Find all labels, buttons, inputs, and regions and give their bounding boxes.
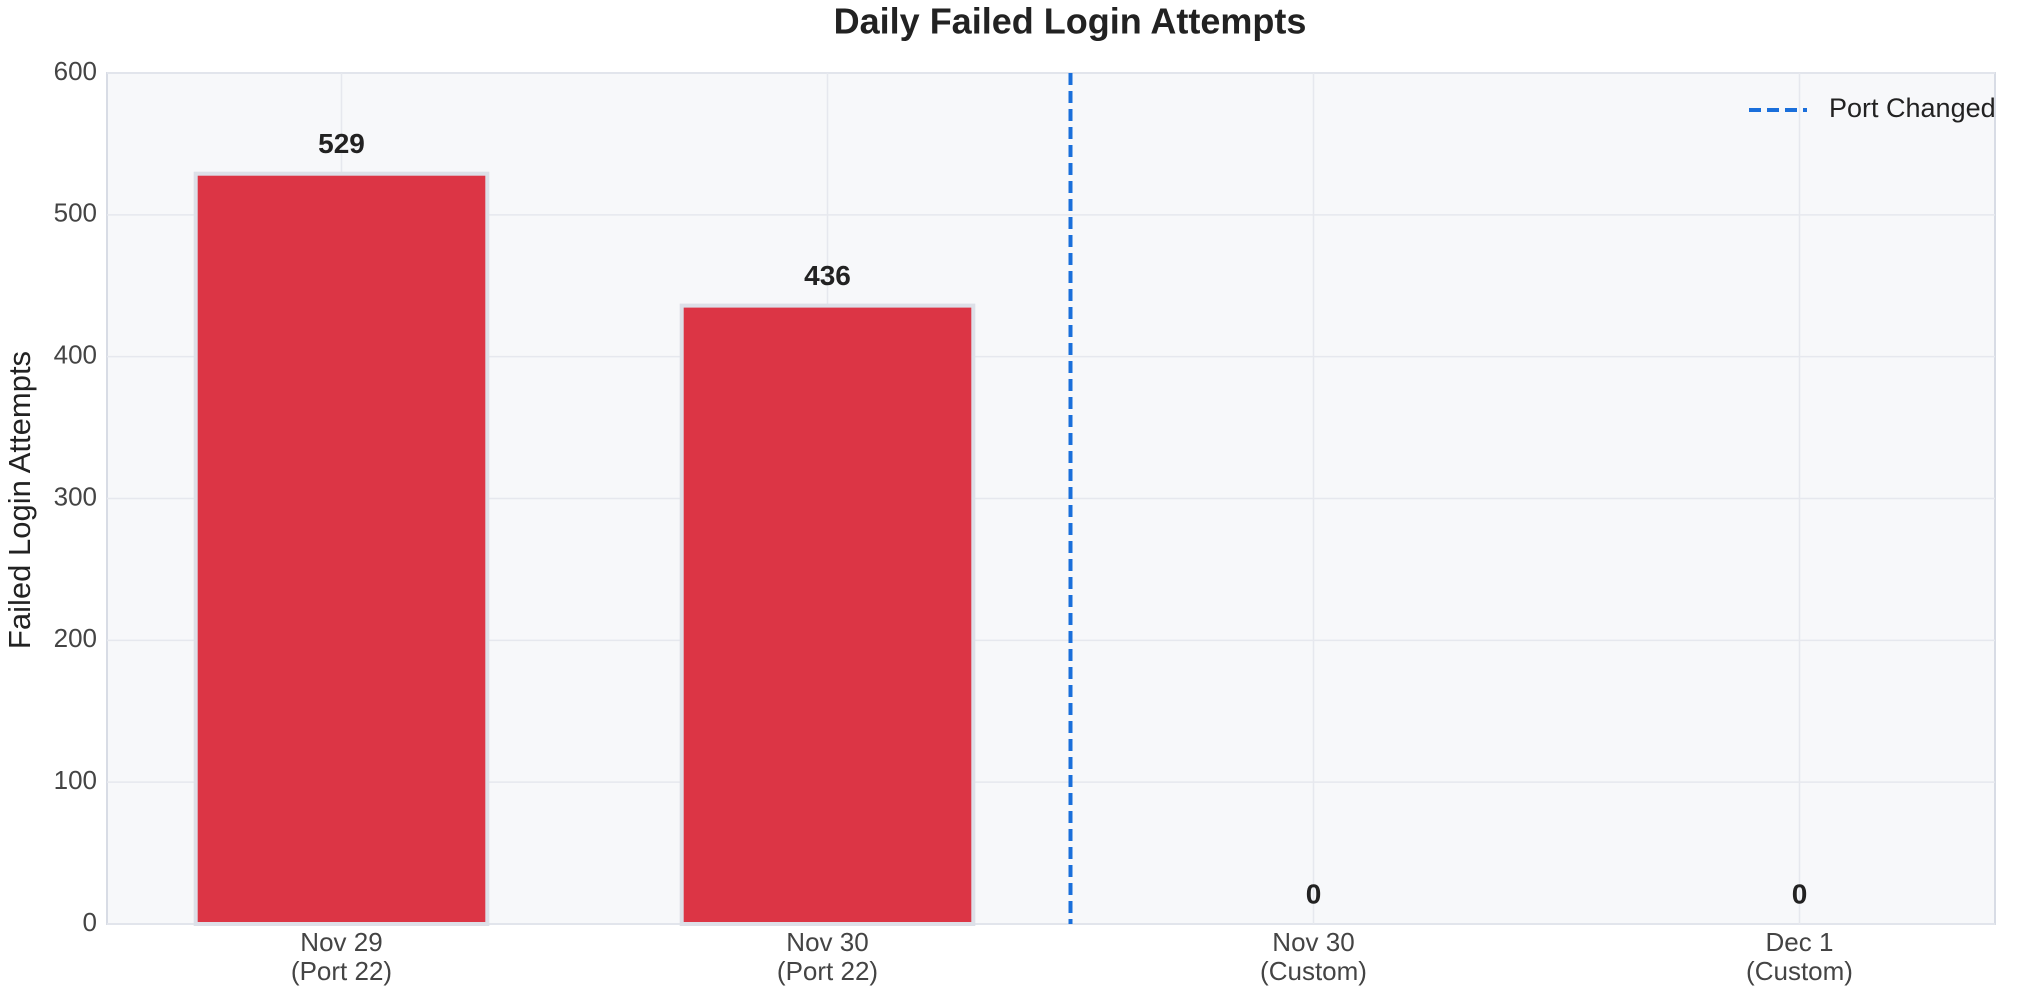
legend-label: Port Changed: [1829, 93, 1996, 123]
x-tick-label: Dec 1 (Custom): [1746, 927, 1853, 986]
y-tick-label: 600: [54, 56, 97, 86]
y-tick-label: 200: [54, 623, 97, 653]
y-tick-label: 0: [83, 907, 97, 937]
chart-title: Daily Failed Login Attempts: [834, 1, 1307, 42]
x-tick-label: Nov 29 (Port 22): [290, 927, 393, 986]
bar: [193, 171, 490, 926]
x-tick-label: Nov 30 (Custom): [1260, 927, 1367, 986]
y-tick-label: 300: [54, 481, 97, 511]
x-tick-label: Nov 30 (Port 22): [776, 927, 879, 986]
data-label: 436: [804, 260, 851, 291]
y-axis-label: Failed Login Attempts: [2, 351, 37, 649]
y-tick-label: 400: [54, 340, 97, 370]
y-tick-label: 100: [54, 765, 97, 795]
y-tick-label: 500: [54, 198, 97, 228]
data-label: 0: [1306, 878, 1322, 909]
bar: [679, 303, 976, 926]
data-label: 529: [318, 128, 365, 159]
data-label: 0: [1792, 878, 1808, 909]
